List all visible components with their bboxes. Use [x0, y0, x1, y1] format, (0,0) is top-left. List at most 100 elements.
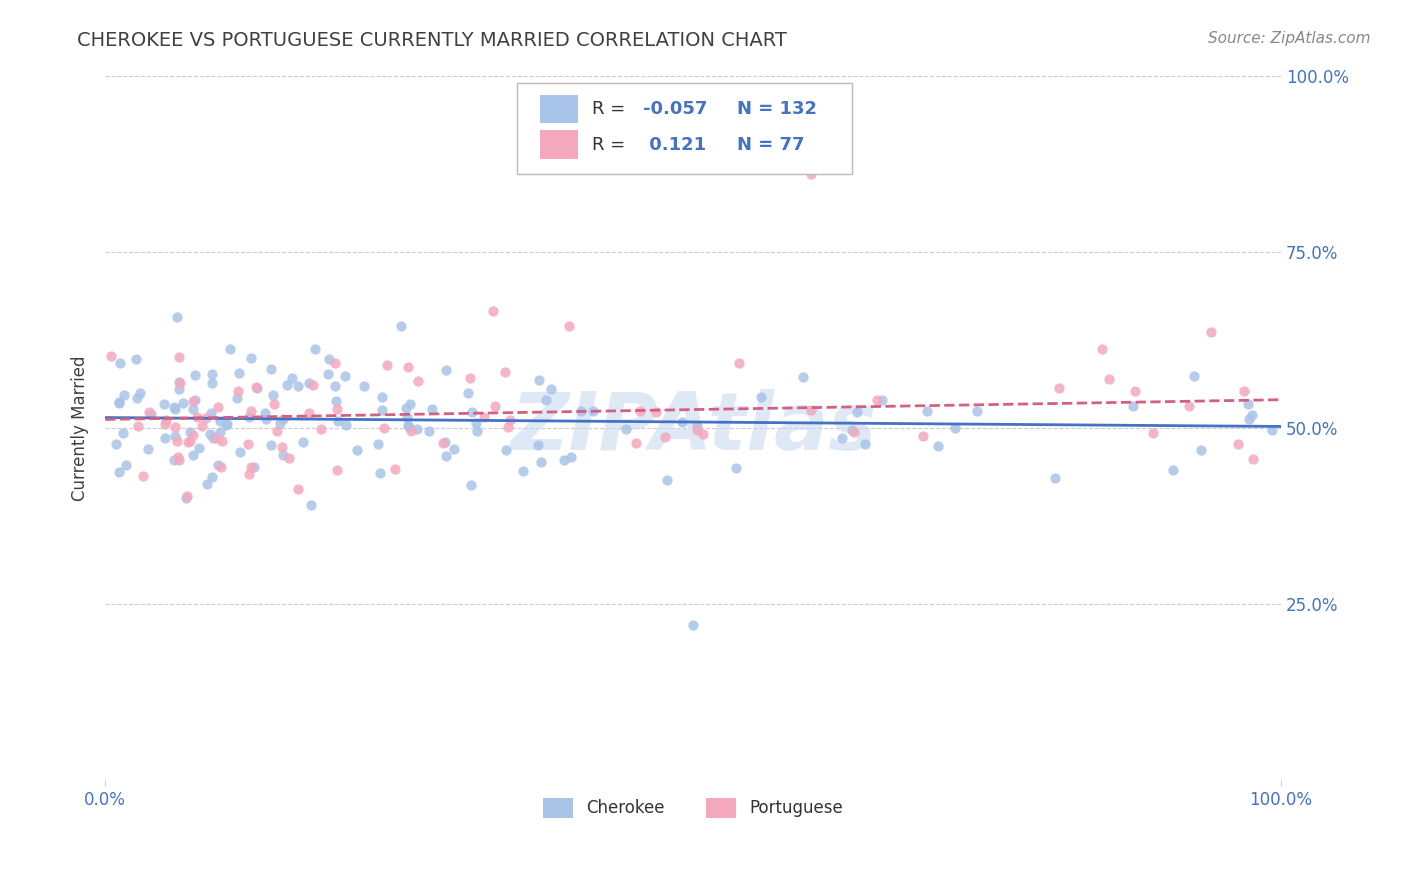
Point	[177, 435, 200, 450]
Point	[1227, 436, 1250, 450]
Point	[100, 349, 122, 363]
Point	[494, 365, 516, 379]
Y-axis label: Currently Married: Currently Married	[72, 355, 89, 500]
Point	[800, 167, 823, 181]
Point	[204, 430, 226, 444]
Point	[1240, 408, 1263, 422]
Point	[512, 464, 534, 478]
Point	[458, 371, 481, 385]
Point	[628, 404, 651, 418]
Point	[394, 401, 416, 416]
Point	[396, 418, 419, 433]
Point	[682, 618, 704, 632]
Point	[1178, 399, 1201, 413]
Point	[304, 342, 326, 356]
Point	[1047, 380, 1070, 394]
Point	[215, 417, 238, 432]
Point	[846, 405, 869, 419]
Point	[299, 498, 322, 512]
Point	[240, 404, 263, 418]
Point	[281, 370, 304, 384]
Point	[927, 439, 949, 453]
Point	[371, 402, 394, 417]
Point	[260, 361, 283, 376]
Point	[326, 414, 349, 428]
Point	[318, 367, 340, 381]
Point	[1043, 471, 1066, 485]
Point	[166, 310, 188, 325]
Point	[534, 392, 557, 407]
Point	[179, 434, 201, 449]
Point	[201, 469, 224, 483]
Point	[238, 437, 260, 451]
Point	[436, 363, 458, 377]
Point	[727, 356, 749, 370]
Point	[465, 424, 488, 438]
Point	[870, 392, 893, 407]
Point	[626, 436, 648, 450]
Point	[108, 396, 131, 410]
Point	[209, 459, 232, 474]
Point	[240, 460, 263, 475]
Point	[174, 491, 197, 506]
Point	[569, 403, 592, 417]
Point	[169, 376, 191, 391]
Point	[183, 394, 205, 409]
FancyBboxPatch shape	[517, 83, 852, 174]
Point	[460, 478, 482, 492]
Text: N = 132: N = 132	[737, 100, 817, 119]
Point	[169, 382, 191, 396]
Point	[276, 377, 298, 392]
Point	[1091, 342, 1114, 356]
Point	[406, 375, 429, 389]
Point	[1182, 368, 1205, 383]
Point	[399, 397, 422, 411]
Point	[484, 399, 506, 413]
Point	[346, 442, 368, 457]
Point	[373, 421, 395, 435]
Text: CHEROKEE VS PORTUGUESE CURRENTLY MARRIED CORRELATION CHART: CHEROKEE VS PORTUGUESE CURRENTLY MARRIED…	[77, 31, 787, 50]
Point	[866, 392, 889, 407]
Point	[266, 425, 288, 439]
Point	[112, 426, 135, 441]
Legend: Cherokee, Portuguese: Cherokee, Portuguese	[536, 791, 851, 825]
Point	[943, 420, 966, 434]
Point	[792, 369, 814, 384]
Point	[243, 459, 266, 474]
Point	[200, 406, 222, 420]
Point	[844, 425, 866, 439]
Point	[163, 453, 186, 467]
Point	[179, 425, 201, 440]
Point	[418, 424, 440, 438]
Point	[163, 401, 186, 416]
Point	[108, 356, 131, 370]
Point	[226, 391, 249, 405]
Point	[375, 358, 398, 372]
Text: 0.121: 0.121	[643, 136, 706, 153]
Point	[169, 375, 191, 389]
FancyBboxPatch shape	[540, 130, 578, 159]
Point	[163, 400, 186, 414]
Point	[228, 367, 250, 381]
Point	[219, 343, 242, 357]
Point	[472, 409, 495, 424]
Point	[271, 441, 294, 455]
Point	[482, 304, 505, 318]
Point	[163, 420, 186, 434]
Point	[269, 416, 291, 430]
Point	[201, 376, 224, 390]
Point	[1261, 423, 1284, 437]
Point	[167, 351, 190, 365]
Point	[582, 404, 605, 418]
Point	[153, 431, 176, 445]
Text: R =: R =	[592, 100, 626, 119]
Point	[198, 427, 221, 442]
Point	[1122, 399, 1144, 413]
Point	[163, 429, 186, 443]
Point	[184, 368, 207, 383]
Point	[239, 351, 262, 366]
Point	[912, 429, 935, 443]
Point	[125, 391, 148, 405]
Point	[1233, 384, 1256, 398]
Point	[841, 423, 863, 437]
